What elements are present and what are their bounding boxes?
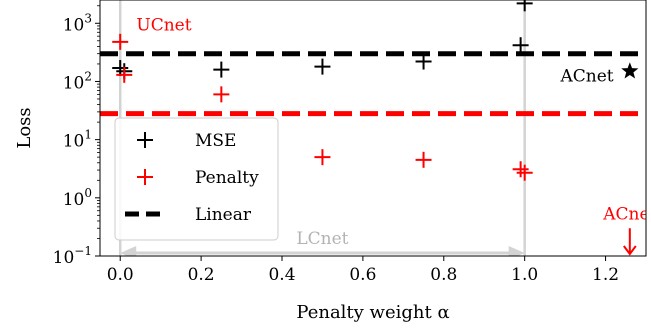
mse-point-3 [314,58,331,75]
acnet-star-point-0 [621,62,639,79]
y-tick-label-1: 100 [63,186,92,210]
penalty-point-4 [415,151,432,168]
y-tick-label-4: 103 [63,11,92,35]
y-tick-label-2: 101 [63,128,92,152]
mse-point-0 [112,60,129,77]
mse-point-2 [213,61,230,78]
x-tick-label-5: 1.0 [511,265,538,285]
y-tick-label-exp-1: 0 [84,186,92,200]
mse-point-4 [415,53,432,70]
legend-box [114,117,279,241]
y-tick-label-0: 10−1 [53,244,92,268]
y-tick-label-base-2: 10 [63,132,85,152]
legend-label-mse: MSE [195,131,236,151]
y-tick-label-base-3: 10 [63,73,85,93]
y-tick-label-exp-4: 3 [84,11,92,25]
x-tick-label-3: 0.6 [349,265,376,285]
penalty-point-1 [116,66,133,83]
annotation-acnet-1: ACnet [560,66,614,86]
x-tick-label-6: 1.2 [592,265,619,285]
annotation-ucnet-0: UCnet [136,16,191,36]
x-axis-title: Penalty weight α [296,302,449,323]
annotation-lcnet-3: LCnet [296,229,348,249]
mse-point-6 [516,0,533,12]
legend-marker-penalty [137,169,153,185]
y-tick-label-exp-3: 2 [84,69,92,83]
mse-point-5 [512,37,529,54]
x-tick-label-4: 0.8 [430,265,457,285]
legend: MSE Penalty Linear [114,117,279,241]
y-axis-title: Loss [14,107,35,148]
penalty-point-5 [512,161,529,178]
penalty-point-0 [112,33,129,50]
y-tick-label-base-1: 10 [63,190,85,210]
penalty-point-2 [213,86,230,103]
y-tick-label-exp-0: −1 [74,244,92,258]
acnet-offscale-arrow-head [623,245,637,256]
legend-marker-mse [137,132,153,148]
penalty-point-3 [314,149,331,166]
plot-area: UCnet ACnet ACnet LCnet [100,0,651,256]
y-tick-label-3: 102 [63,69,92,93]
plot-frame [99,0,647,257]
legend-label-penalty: Penalty [195,168,259,188]
lcnet-range-arrow-left-head [120,246,137,256]
lcnet-range-arrow-right-head [508,246,525,256]
annotation-acnet-2: ACnet [602,205,651,225]
y-tick-label-exp-2: 1 [84,128,92,142]
x-tick-label-1: 0.2 [188,265,215,285]
legend-label-linear: Linear [195,205,252,225]
penalty-point-6 [516,164,533,181]
x-tick-label-2: 0.4 [268,265,295,285]
y-tick-label-base-4: 10 [63,15,85,35]
y-tick-label-base-0: 10 [53,248,75,268]
x-tick-label-0: 0.0 [107,265,134,285]
